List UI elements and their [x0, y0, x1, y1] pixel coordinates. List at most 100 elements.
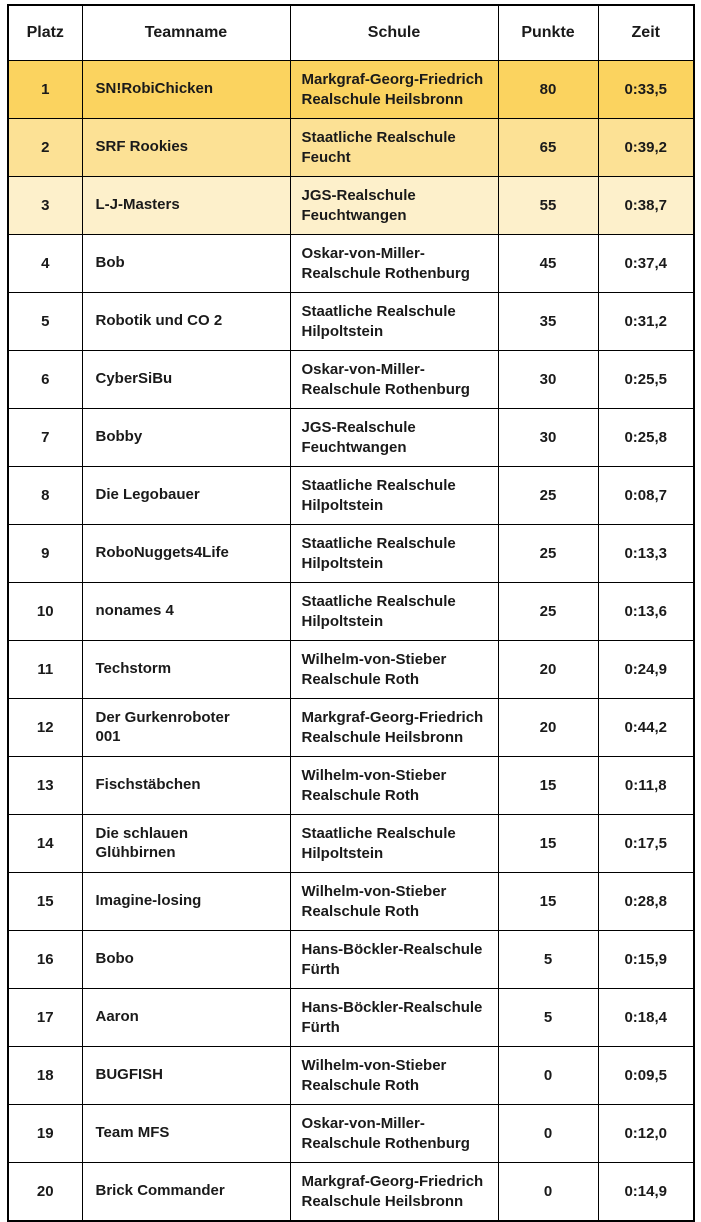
- team-cell: Bobby: [81, 408, 291, 467]
- time-cell: 0:09,5: [597, 1046, 695, 1105]
- points-cell: 20: [497, 698, 599, 757]
- school-cell: Hans-Böckler-Realschule Fürth: [289, 930, 499, 989]
- rank-cell: 2: [7, 118, 83, 177]
- column-header-teamname: Teamname: [81, 4, 291, 61]
- column-header-platz: Platz: [7, 4, 83, 61]
- column-header-schule: Schule: [289, 4, 499, 61]
- school-cell: Oskar-von-Miller- Realschule Rothenburg: [289, 350, 499, 409]
- team-cell: CyberSiBu: [81, 350, 291, 409]
- points-cell: 15: [497, 756, 599, 815]
- column-header-zeit: Zeit: [597, 4, 695, 61]
- points-cell: 30: [497, 350, 599, 409]
- team-cell: Imagine-losing: [81, 872, 291, 931]
- table-row: 6 CyberSiBu Oskar-von-Miller- Realschule R…: [7, 350, 695, 409]
- school-cell: Staatliche Realschule Hilpoltstein: [289, 524, 499, 583]
- rank-cell: 13: [7, 756, 83, 815]
- table-row: 19 Team MFS Oskar-von-Miller- Realschule R…: [7, 1104, 695, 1163]
- school-cell: Staatliche Realschule Feucht: [289, 118, 499, 177]
- rank-cell: 18: [7, 1046, 83, 1105]
- points-cell: 0: [497, 1046, 599, 1105]
- rank-cell: 14: [7, 814, 83, 873]
- rank-cell: 3: [7, 176, 83, 235]
- time-cell: 0:14,9: [597, 1162, 695, 1222]
- leaderboard-table: Platz Teamname Schule Punkte Zeit 1 SN!Ro…: [7, 4, 695, 1222]
- rank-cell: 17: [7, 988, 83, 1047]
- rank-cell: 11: [7, 640, 83, 699]
- time-cell: 0:38,7: [597, 176, 695, 235]
- table-row: 9 RoboNuggets4Life Staatliche Realschule H…: [7, 524, 695, 583]
- table-row: 7 Bobby JGS-Realschule Feuchtwangen 30 0:25,…: [7, 408, 695, 467]
- rank-cell: 6: [7, 350, 83, 409]
- table-row: 11 Techstorm Wilhelm-von-Stieber Realschul…: [7, 640, 695, 699]
- table-row: 2 SRF Rookies Staatliche Realschule Feucht…: [7, 118, 695, 177]
- school-cell: Wilhelm-von-Stieber Realschule Roth: [289, 640, 499, 699]
- school-cell: Oskar-von-Miller- Realschule Rothenburg: [289, 234, 499, 293]
- time-cell: 0:15,9: [597, 930, 695, 989]
- team-cell: Team MFS: [81, 1104, 291, 1163]
- table-row: 3 L-J-Masters JGS-Realschule Feuchtwangen 5…: [7, 176, 695, 235]
- school-cell: JGS-Realschule Feuchtwangen: [289, 408, 499, 467]
- time-cell: 0:39,2: [597, 118, 695, 177]
- points-cell: 55: [497, 176, 599, 235]
- table-row: 12 Der Gurkenroboter 001 Markgraf-Georg-Fr…: [7, 698, 695, 757]
- points-cell: 30: [497, 408, 599, 467]
- rank-cell: 4: [7, 234, 83, 293]
- time-cell: 0:08,7: [597, 466, 695, 525]
- points-cell: 80: [497, 60, 599, 119]
- table-row: 10 nonames 4 Staatliche Realschule Hilpolt…: [7, 582, 695, 641]
- school-cell: Markgraf-Georg-Friedrich Realschule Heil…: [289, 1162, 499, 1222]
- rank-cell: 15: [7, 872, 83, 931]
- team-cell: Brick Commander: [81, 1162, 291, 1222]
- time-cell: 0:24,9: [597, 640, 695, 699]
- time-cell: 0:12,0: [597, 1104, 695, 1163]
- points-cell: 25: [497, 582, 599, 641]
- rank-cell: 16: [7, 930, 83, 989]
- table-row: 20 Brick Commander Markgraf-Georg-Friedric…: [7, 1162, 695, 1222]
- points-cell: 65: [497, 118, 599, 177]
- team-cell: RoboNuggets4Life: [81, 524, 291, 583]
- team-cell: SRF Rookies: [81, 118, 291, 177]
- school-cell: Oskar-von-Miller- Realschule Rothenburg: [289, 1104, 499, 1163]
- header-row: Platz Teamname Schule Punkte Zeit: [7, 4, 695, 61]
- school-cell: Hans-Böckler-Realschule Fürth: [289, 988, 499, 1047]
- school-cell: JGS-Realschule Feuchtwangen: [289, 176, 499, 235]
- time-cell: 0:11,8: [597, 756, 695, 815]
- rank-cell: 7: [7, 408, 83, 467]
- time-cell: 0:31,2: [597, 292, 695, 351]
- rank-cell: 8: [7, 466, 83, 525]
- column-header-punkte: Punkte: [497, 4, 599, 61]
- time-cell: 0:33,5: [597, 60, 695, 119]
- table-row: 4 Bob Oskar-von-Miller- Realschule Rothenb…: [7, 234, 695, 293]
- school-cell: Wilhelm-von-Stieber Realschule Roth: [289, 872, 499, 931]
- school-cell: Markgraf-Georg-Friedrich Realschule Heil…: [289, 698, 499, 757]
- table-row: 5 Robotik und CO 2 Staatliche Realschule H…: [7, 292, 695, 351]
- time-cell: 0:28,8: [597, 872, 695, 931]
- time-cell: 0:25,5: [597, 350, 695, 409]
- school-cell: Staatliche Realschule Hilpoltstein: [289, 466, 499, 525]
- rank-cell: 9: [7, 524, 83, 583]
- team-cell: Die schlauen Glühbirnen: [81, 814, 291, 873]
- school-cell: Staatliche Realschule Hilpoltstein: [289, 582, 499, 641]
- time-cell: 0:17,5: [597, 814, 695, 873]
- rank-cell: 1: [7, 60, 83, 119]
- points-cell: 25: [497, 524, 599, 583]
- rank-cell: 5: [7, 292, 83, 351]
- time-cell: 0:25,8: [597, 408, 695, 467]
- time-cell: 0:37,4: [597, 234, 695, 293]
- table-row: 1 SN!RobiChicken Markgraf-Georg-Friedrich …: [7, 60, 695, 119]
- school-cell: Markgraf-Georg-Friedrich Realschule Heil…: [289, 60, 499, 119]
- time-cell: 0:13,3: [597, 524, 695, 583]
- points-cell: 20: [497, 640, 599, 699]
- points-cell: 35: [497, 292, 599, 351]
- rank-cell: 19: [7, 1104, 83, 1163]
- team-cell: Bobo: [81, 930, 291, 989]
- points-cell: 15: [497, 872, 599, 931]
- school-cell: Wilhelm-von-Stieber Realschule Roth: [289, 756, 499, 815]
- points-cell: 0: [497, 1162, 599, 1222]
- points-cell: 5: [497, 930, 599, 989]
- team-cell: L-J-Masters: [81, 176, 291, 235]
- table-row: 13 Fischstäbchen Wilhelm-von-Stieber Reals…: [7, 756, 695, 815]
- team-cell: Die Legobauer: [81, 466, 291, 525]
- table-row: 14 Die schlauen Glühbirnen Staatliche Real…: [7, 814, 695, 873]
- school-cell: Staatliche Realschule Hilpoltstein: [289, 292, 499, 351]
